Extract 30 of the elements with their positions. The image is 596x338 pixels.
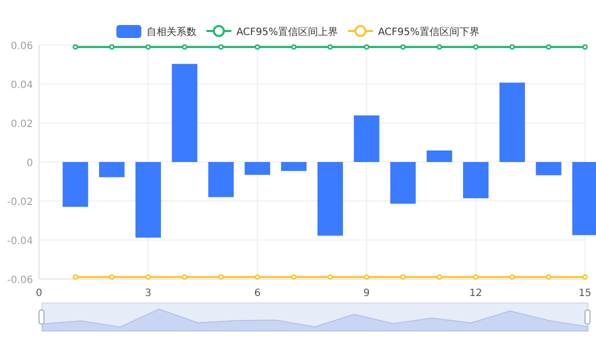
x-tick-label: 9 (363, 288, 370, 299)
bar (499, 82, 525, 162)
bar (62, 162, 88, 207)
x-tick-label: 6 (254, 288, 261, 299)
legend-label: ACF95%置信区间上界 (236, 26, 338, 38)
bar (354, 115, 380, 162)
bar (317, 162, 343, 236)
y-tick-label: 0.06 (10, 41, 33, 52)
y-tick-label: -0.04 (7, 236, 33, 247)
legend-label: 自相关系数 (146, 26, 196, 38)
x-tick-label: 0 (36, 288, 42, 299)
bar (208, 162, 234, 198)
bar (99, 162, 125, 178)
bar (390, 162, 416, 204)
y-tick-label: 0.04 (10, 80, 33, 91)
legend-label: ACF95%置信区间下界 (378, 26, 480, 38)
y-tick-label: -0.06 (7, 275, 33, 286)
x-tick-label: 15 (578, 288, 592, 299)
bar (463, 162, 489, 198)
bar (244, 162, 270, 175)
y-tick-label: 0 (26, 158, 33, 169)
bar (281, 162, 307, 171)
x-tick-label: 3 (145, 288, 152, 299)
bar (172, 64, 198, 162)
x-tick-label: 12 (469, 288, 482, 299)
y-tick-label: 0.02 (10, 119, 33, 130)
bar (135, 162, 161, 238)
bar (426, 150, 452, 162)
bar (536, 162, 562, 176)
y-tick-label: -0.02 (7, 197, 33, 208)
